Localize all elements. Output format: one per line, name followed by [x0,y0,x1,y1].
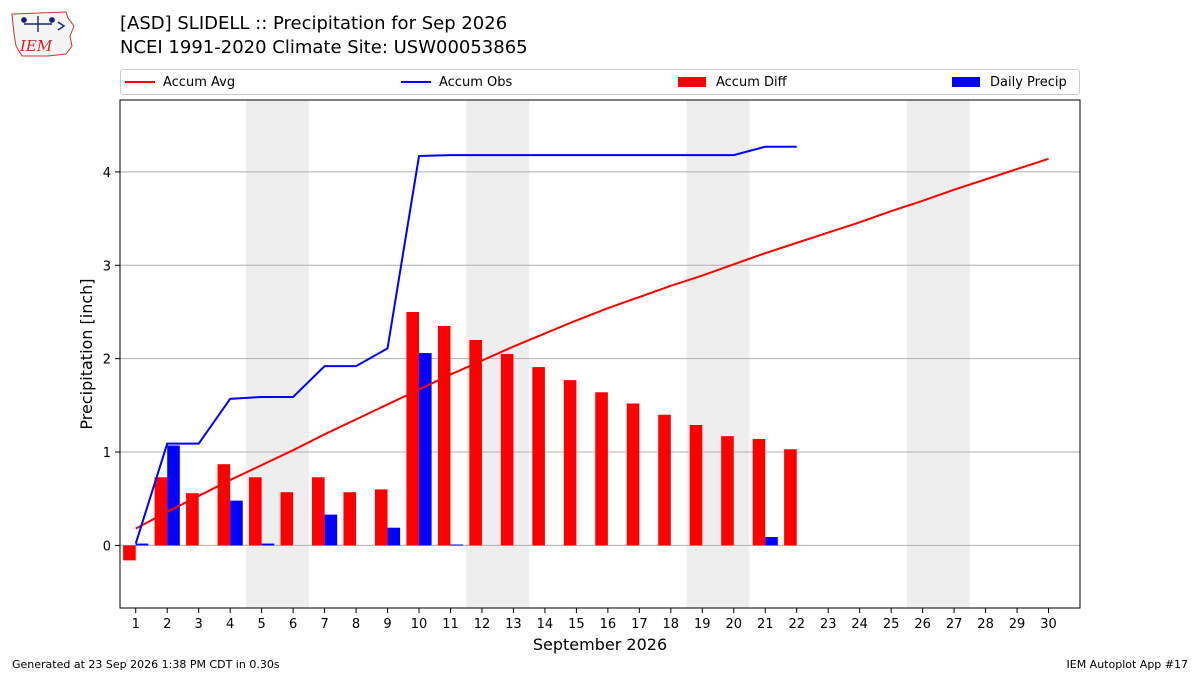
accum-diff-bar [280,492,294,546]
x-tick-label: 6 [289,617,297,632]
x-tick-label: 10 [411,617,428,632]
weather-station-icon [21,16,66,32]
accum-diff-bar [721,436,734,546]
x-tick-label: 5 [257,617,265,632]
accum-diff-bar [752,438,766,546]
accum-diff-bar [784,449,797,546]
chart-title: [ASD] SLIDELL :: Precipitation for Sep 2… [120,13,508,34]
x-tick-label: 19 [694,617,711,632]
x-tick-label: 27 [946,617,963,632]
legend-item-accum-diff: Accum Diff [678,70,787,94]
y-axis-label: Precipitation [inch] [77,278,96,429]
x-tick-label: 17 [631,617,648,632]
y-tick-label: 3 [103,259,111,274]
x-tick-label: 28 [977,617,994,632]
legend-label: Accum Obs [439,74,513,90]
accum-diff-bar [500,354,514,546]
x-tick-label: 8 [352,617,360,632]
accum-diff-bar [532,367,545,546]
x-tick-label: 1 [132,617,140,632]
legend-swatch-box [678,77,706,87]
accum-diff-bar [595,392,608,546]
x-tick-label: 13 [505,617,522,632]
x-axis-label: September 2026 [533,635,667,654]
accum-diff-bar [154,477,168,546]
accum-diff-bar [563,380,577,546]
accum-avg-line [135,157,1049,530]
daily-precip-bar [230,500,243,546]
x-tick-label: 18 [663,617,680,632]
x-tick-label: 20 [725,617,742,632]
x-tick-label: 4 [226,617,234,632]
daily-precip-bar [765,537,778,546]
accum-diff-bar [658,414,671,546]
x-tick-label: 30 [1040,617,1057,632]
y-tick-label: 2 [103,353,111,368]
x-tick-label: 12 [474,617,491,632]
y-tick-label: 0 [103,539,111,554]
legend-swatch-line [401,81,431,83]
x-tick-label: 7 [320,617,328,632]
legend-swatch-box [952,77,980,87]
iem-logo: IEM [11,11,75,57]
plot-frame [119,99,1081,609]
y-tick-label: 4 [103,166,111,181]
daily-precip-bar [167,445,180,546]
generated-timestamp: Generated at 23 Sep 2026 1:38 PM CDT in … [12,658,280,671]
logo-text: IEM [19,37,53,55]
x-tick-label: 3 [195,617,203,632]
daily-precip-bar [261,543,275,546]
legend-label: Accum Avg [163,74,236,90]
x-tick-label: 22 [788,617,805,632]
legend-label: Accum Diff [716,74,787,90]
accum-obs-line [134,145,797,544]
legend-item-accum-avg: Accum Avg [125,70,235,94]
accum-diff-bar [406,311,420,546]
legend-item-daily-precip: Daily Precip [952,70,1067,94]
x-tick-label: 2 [163,617,171,632]
legend-label: Daily Precip [990,74,1067,90]
daily-precip-bar [324,514,338,546]
accum-diff-bar [186,493,199,546]
daily-precip-bar [387,527,401,546]
weekend-band [906,100,970,608]
x-tick-label: 14 [537,617,554,632]
legend-item-accum-obs: Accum Obs [401,70,512,94]
accum-diff-bar [469,339,482,546]
x-tick-label: 11 [442,617,459,632]
legend-swatch-line [125,81,155,83]
x-tick-label: 15 [568,617,585,632]
accum-diff-bar [343,492,357,546]
accum-diff-bar [689,424,703,546]
bars [123,311,797,561]
accum-diff-bar [217,464,231,546]
accum-diff-bar [123,545,136,561]
daily-precip-bar [419,353,432,546]
daily-precip-bar [450,544,464,546]
accum-diff-bar [374,489,388,546]
gridlines [120,171,1080,546]
x-tick-label: 25 [883,617,900,632]
accum-diff-bar [312,477,325,546]
daily-precip-bar [135,543,149,546]
accum-diff-bar [249,477,262,546]
accum-diff-bar [626,403,640,546]
chart-subtitle: NCEI 1991-2020 Climate Site: USW00053865 [120,37,528,58]
x-tick-label: 24 [851,617,868,632]
x-tick-label: 23 [820,617,837,632]
x-tick-label: 29 [1009,617,1026,632]
chart-legend: Accum Avg Accum Obs Accum Diff Daily Pre… [120,69,1080,95]
lines [134,145,1049,544]
x-tick-label: 21 [757,617,774,632]
accum-diff-bar [437,325,451,546]
y-tick-label: 1 [103,446,111,461]
x-tick-label: 26 [914,617,931,632]
app-label: IEM Autoplot App #17 [1066,658,1189,671]
x-tick-label: 16 [600,617,617,632]
x-tick-label: 9 [383,617,391,632]
